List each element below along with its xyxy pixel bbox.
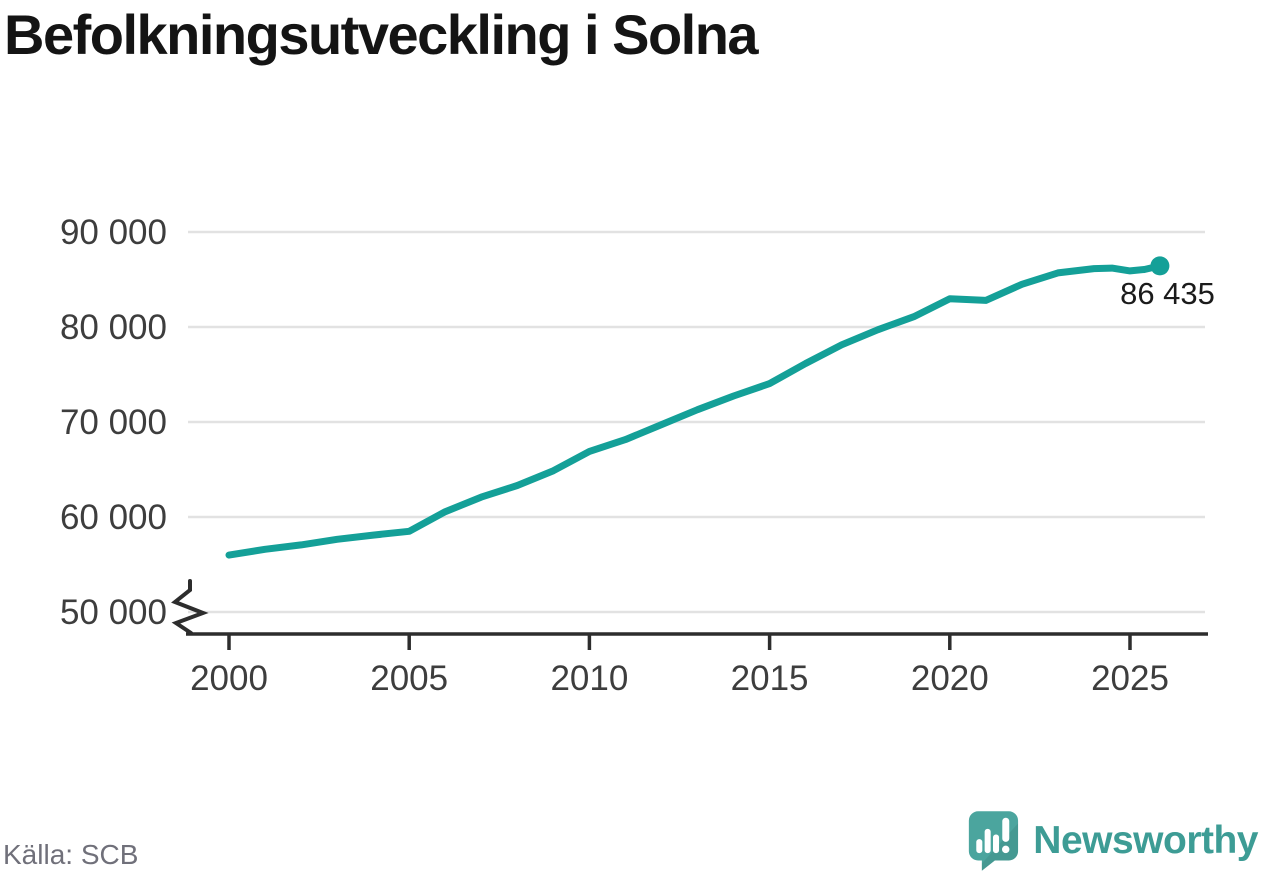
x-axis-tick-label: 2015 (731, 659, 809, 698)
latest-value-label: 86 435 (1120, 276, 1215, 311)
newsworthy-logo-text: Newsworthy (1033, 819, 1258, 862)
x-axis-tick-label: 2025 (1091, 659, 1169, 698)
x-axis-tick-label: 2010 (550, 659, 628, 698)
chart-title: Befolkningsutveckling i Solna (4, 3, 759, 66)
y-axis-tick-label: 50 000 (60, 593, 167, 632)
latest-point-marker (1150, 256, 1170, 276)
y-axis-tick-label: 90 000 (60, 213, 167, 252)
branding: Newsworthy (967, 810, 1258, 872)
source-note: Källa: SCB (3, 839, 139, 870)
population-line (225, 262, 1164, 559)
x-axis-tick-label: 2020 (911, 659, 989, 698)
y-axis-tick-label: 80 000 (60, 308, 167, 347)
y-axis-tick-label: 60 000 (60, 498, 167, 537)
x-axis-tick-label: 2000 (190, 659, 268, 698)
axis-break-icon (171, 579, 209, 635)
newsworthy-logo-icon (969, 811, 1019, 871)
bar-chart-glyph (976, 828, 1000, 854)
x-axis-tick-label: 2005 (370, 659, 448, 698)
exclamation-glyph (1002, 817, 1010, 854)
y-axis-tick-label: 70 000 (60, 403, 167, 442)
